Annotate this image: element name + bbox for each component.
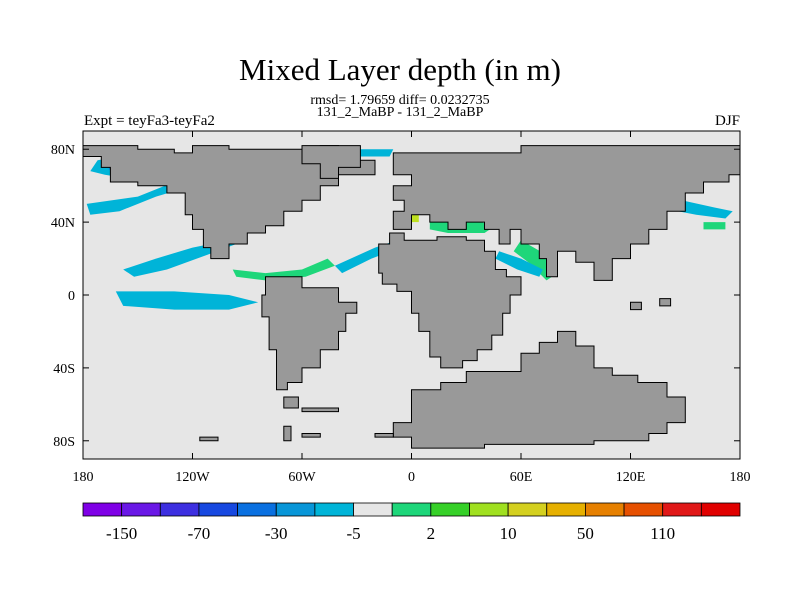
land-small-island-b <box>301 407 339 413</box>
anomaly-atlantic-green <box>232 258 335 281</box>
land-small-island-a <box>283 396 299 409</box>
x-tick-label: 120E <box>616 470 646 485</box>
colorbar-box <box>546 502 586 517</box>
colorbar-label: -150 <box>106 524 137 543</box>
land-south-america <box>261 276 358 391</box>
season-label: DJF <box>714 113 740 129</box>
land-eurasia <box>392 145 741 281</box>
land-layer <box>82 145 741 449</box>
colorbar-box <box>469 502 509 517</box>
colorbar-box <box>353 502 393 517</box>
anomaly-indian-blue <box>495 251 543 277</box>
land-small-island-e <box>301 433 321 438</box>
anomaly-east-pacific-blue <box>123 240 237 277</box>
colorbar-box <box>237 502 277 517</box>
land-small-island-g <box>630 301 642 311</box>
colorbar-box <box>662 502 702 517</box>
land-africa <box>378 232 522 369</box>
land-small-island-f <box>374 433 394 438</box>
colorbar-box <box>198 502 238 517</box>
map-title: Mixed Layer depth (in m) <box>239 52 561 87</box>
colorbar-box <box>275 502 316 517</box>
colorbar-label: -70 <box>188 524 211 543</box>
colorbar-box <box>507 502 548 517</box>
y-tick-label: 80N <box>51 143 75 158</box>
colorbar-box <box>82 502 123 517</box>
x-tick-label: 120W <box>175 470 210 485</box>
x-tick-label: 0 <box>408 470 415 485</box>
colorbar-label: -30 <box>265 524 288 543</box>
colorbar-box <box>391 502 432 517</box>
land-australia-antarctic <box>392 330 686 449</box>
colorbar-box <box>121 502 161 517</box>
land-small-island-c <box>283 425 292 442</box>
axis-ticks: 180 120W 60W 0 60E 120E 180 80N 40N 0 40S 80S <box>51 131 751 485</box>
colorbar-label: 2 <box>427 524 436 543</box>
x-tick-label: 180 <box>730 470 751 485</box>
experiment-label: Expt = teyFa3-teyFa2 <box>84 113 215 129</box>
colorbar-box <box>585 502 625 517</box>
stats-line: rmsd= 1.79659 diff= 0.0232735 <box>310 93 490 108</box>
colorbar-label: 50 <box>577 524 594 543</box>
anomaly-kuroshio-blue <box>678 200 733 219</box>
y-tick-label: 80S <box>53 435 75 450</box>
colorbar-label: 10 <box>500 524 517 543</box>
land-greenland <box>301 145 361 179</box>
y-tick-label: 40S <box>53 362 75 377</box>
anomaly-equatorial-blue <box>115 291 259 310</box>
colorbar-label: -5 <box>346 524 360 543</box>
colorbar-label: 110 <box>650 524 675 543</box>
colorbar-box <box>700 502 741 517</box>
land-north-america <box>82 145 376 260</box>
colorbar-boxes <box>82 502 741 517</box>
map-subtitle: 131_2_MaBP - 131_2_MaBP <box>316 105 484 120</box>
x-tick-label: 60E <box>510 470 533 485</box>
y-tick-label: 40N <box>51 216 75 231</box>
land-small-island-d <box>199 436 219 442</box>
colorbar-labels: -150 -70 -30 -5 2 10 50 110 <box>106 524 675 543</box>
colorbar-box <box>159 502 200 517</box>
colorbar-box <box>430 502 470 517</box>
colorbar-box <box>314 502 354 517</box>
x-tick-label: 180 <box>73 470 94 485</box>
anomaly-kuroshio-green <box>703 222 726 230</box>
x-tick-label: 60W <box>288 470 316 485</box>
y-tick-label: 0 <box>68 289 75 304</box>
colorbar-box <box>623 502 664 517</box>
land-small-island-h <box>659 298 672 307</box>
